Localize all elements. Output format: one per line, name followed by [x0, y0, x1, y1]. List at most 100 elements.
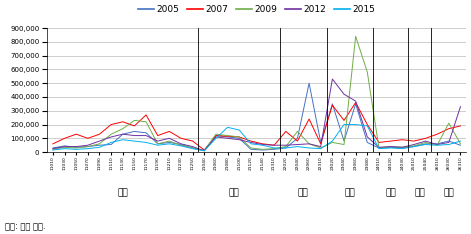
2009: [283, 145, 289, 148]
2015: [330, 140, 335, 143]
2009: [190, 146, 195, 149]
2009: [318, 146, 324, 149]
Line: 2012: 2012: [53, 79, 461, 151]
2012: [178, 143, 184, 145]
2009: [155, 143, 161, 145]
2007: [458, 124, 463, 127]
Legend: 2005, 2007, 2009, 2012, 2015: 2005, 2007, 2009, 2012, 2015: [138, 5, 376, 14]
2005: [434, 143, 440, 145]
2005: [306, 82, 312, 85]
2015: [131, 140, 137, 143]
2015: [341, 123, 347, 126]
2007: [318, 143, 324, 145]
2009: [376, 146, 382, 149]
2005: [167, 141, 172, 144]
2005: [155, 143, 161, 145]
Text: 광주: 광주: [385, 188, 396, 197]
2005: [248, 148, 254, 151]
2015: [434, 144, 440, 147]
2009: [131, 119, 137, 122]
2015: [225, 126, 230, 129]
2012: [376, 146, 382, 149]
2005: [399, 146, 405, 149]
2005: [202, 149, 207, 152]
2007: [341, 119, 347, 122]
2015: [155, 144, 161, 147]
2012: [422, 140, 428, 143]
Text: 울산: 울산: [444, 188, 454, 197]
2015: [283, 146, 289, 149]
2015: [318, 147, 324, 150]
Text: 대전: 대전: [414, 188, 425, 197]
2015: [202, 149, 207, 152]
2015: [422, 143, 428, 146]
2007: [388, 140, 393, 143]
2005: [143, 132, 149, 134]
2015: [353, 123, 358, 126]
2012: [108, 135, 114, 138]
2005: [411, 145, 417, 148]
2007: [353, 101, 358, 104]
2009: [73, 146, 79, 149]
2005: [190, 146, 195, 149]
2015: [50, 149, 56, 151]
2012: [283, 144, 289, 147]
2009: [295, 130, 300, 133]
Line: 2015: 2015: [53, 124, 461, 151]
2005: [178, 143, 184, 146]
2009: [411, 145, 417, 147]
2012: [131, 134, 137, 137]
2012: [50, 147, 56, 150]
2012: [155, 140, 161, 143]
2005: [260, 149, 265, 151]
2005: [271, 148, 277, 151]
2005: [376, 146, 382, 149]
2012: [120, 133, 126, 135]
2015: [120, 138, 126, 141]
2009: [248, 146, 254, 149]
2015: [458, 140, 463, 143]
2007: [225, 135, 230, 138]
2009: [202, 149, 207, 152]
2009: [225, 134, 230, 137]
2009: [458, 143, 463, 145]
2007: [365, 123, 370, 126]
Text: 부산: 부산: [228, 188, 239, 197]
2012: [73, 145, 79, 148]
2005: [85, 145, 91, 148]
2007: [73, 133, 79, 135]
2012: [97, 140, 102, 143]
2007: [306, 118, 312, 121]
2009: [399, 146, 405, 149]
2007: [178, 137, 184, 140]
2005: [422, 143, 428, 145]
2012: [365, 135, 370, 138]
2007: [330, 104, 335, 107]
2007: [283, 130, 289, 133]
Line: 2009: 2009: [53, 36, 461, 151]
2005: [365, 141, 370, 144]
2015: [167, 143, 172, 145]
2012: [458, 105, 463, 108]
2015: [73, 148, 79, 151]
2009: [434, 144, 440, 147]
2005: [225, 135, 230, 138]
2005: [388, 146, 393, 149]
2005: [458, 144, 463, 147]
2015: [260, 144, 265, 147]
2007: [108, 123, 114, 126]
2012: [388, 145, 393, 148]
2007: [422, 137, 428, 140]
2012: [202, 149, 207, 152]
2012: [330, 78, 335, 80]
2007: [446, 127, 452, 130]
2009: [353, 35, 358, 38]
2007: [271, 144, 277, 147]
2015: [365, 124, 370, 127]
2012: [260, 143, 265, 146]
Text: 대구: 대구: [298, 188, 309, 197]
2009: [422, 141, 428, 144]
2012: [143, 134, 149, 137]
2005: [62, 145, 67, 147]
2005: [213, 134, 219, 137]
